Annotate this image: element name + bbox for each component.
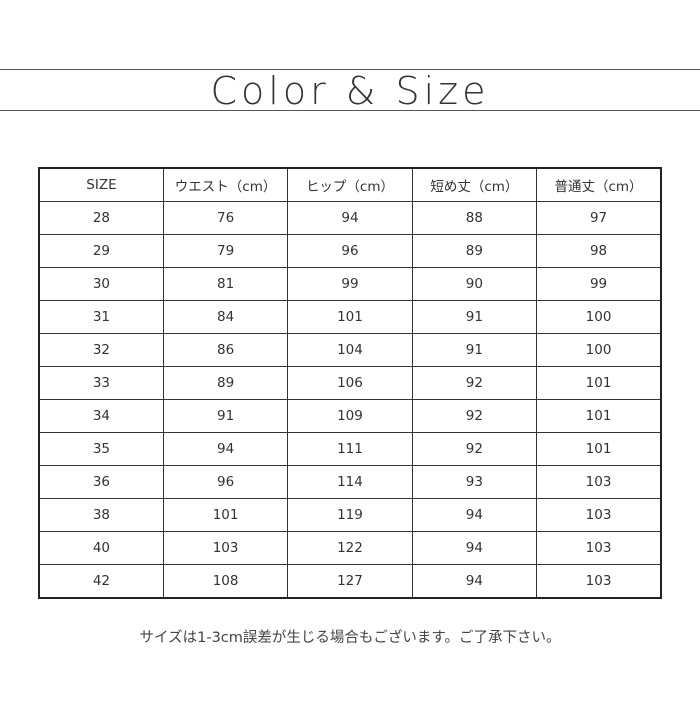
- table-cell: 94: [411, 564, 538, 599]
- table-cell: 106: [287, 366, 413, 400]
- column-header: ウエスト（cm）: [162, 167, 289, 202]
- table-cell: 101: [536, 399, 662, 433]
- table-cell: 104: [287, 333, 413, 367]
- column-header: SIZE: [38, 167, 164, 202]
- table-cell: 114: [287, 465, 413, 499]
- table-cell: 103: [536, 531, 662, 565]
- table-cell: 81: [162, 267, 289, 301]
- table-cell: 92: [411, 399, 538, 433]
- table-row: 29 79 96 89 98: [38, 234, 662, 268]
- table-row: 30 81 99 90 99: [38, 267, 662, 301]
- table-cell: 88: [411, 201, 538, 235]
- table-cell: 40: [38, 531, 164, 565]
- table-row: 36 96 114 93 103: [38, 465, 662, 499]
- bottom-divider: [0, 110, 700, 111]
- table-cell: 32: [38, 333, 164, 367]
- table-cell: 111: [287, 432, 413, 466]
- table-row: 42 108 127 94 103: [38, 564, 662, 599]
- table-row: 35 94 111 92 101: [38, 432, 662, 466]
- table-cell: 29: [38, 234, 164, 268]
- table-cell: 103: [536, 564, 662, 599]
- table-cell: 94: [411, 531, 538, 565]
- table-cell: 38: [38, 498, 164, 532]
- table-cell: 99: [287, 267, 413, 301]
- table-cell: 94: [411, 498, 538, 532]
- table-cell: 91: [411, 300, 538, 334]
- table-cell: 119: [287, 498, 413, 532]
- table-cell: 122: [287, 531, 413, 565]
- column-header: ヒップ（cm）: [287, 167, 413, 202]
- table-cell: 100: [536, 300, 662, 334]
- table-row: 34 91 109 92 101: [38, 399, 662, 433]
- table-cell: 34: [38, 399, 164, 433]
- table-cell: 97: [536, 201, 662, 235]
- page-title: Color & Size: [210, 69, 490, 113]
- table-cell: 89: [411, 234, 538, 268]
- column-header: 短め丈（cm）: [411, 167, 538, 202]
- table-cell: 101: [287, 300, 413, 334]
- table-cell: 99: [536, 267, 662, 301]
- table-cell: 42: [38, 564, 164, 599]
- table-cell: 33: [38, 366, 164, 400]
- table-cell: 127: [287, 564, 413, 599]
- table-cell: 103: [536, 465, 662, 499]
- table-cell: 101: [162, 498, 289, 532]
- table-row: 31 84 101 91 100: [38, 300, 662, 334]
- table-row: 40 103 122 94 103: [38, 531, 662, 565]
- table-cell: 101: [536, 366, 662, 400]
- table-cell: 103: [162, 531, 289, 565]
- table-cell: 94: [162, 432, 289, 466]
- table-cell: 92: [411, 432, 538, 466]
- table-row: 32 86 104 91 100: [38, 333, 662, 367]
- table-cell: 100: [536, 333, 662, 367]
- table-header-row: SIZE ウエスト（cm） ヒップ（cm） 短め丈（cm） 普通丈（cm）: [38, 167, 662, 202]
- table-cell: 109: [287, 399, 413, 433]
- table-cell: 86: [162, 333, 289, 367]
- table-cell: 91: [162, 399, 289, 433]
- table-cell: 108: [162, 564, 289, 599]
- table-cell: 96: [162, 465, 289, 499]
- table-cell: 101: [536, 432, 662, 466]
- table-row: 38 101 119 94 103: [38, 498, 662, 532]
- table-row: 28 76 94 88 97: [38, 201, 662, 235]
- table-cell: 96: [287, 234, 413, 268]
- column-header: 普通丈（cm）: [536, 167, 662, 202]
- table-cell: 93: [411, 465, 538, 499]
- top-divider: [0, 69, 700, 70]
- table-cell: 35: [38, 432, 164, 466]
- table-cell: 79: [162, 234, 289, 268]
- size-table: SIZE ウエスト（cm） ヒップ（cm） 短め丈（cm） 普通丈（cm） 28 76 94…: [38, 167, 662, 599]
- table-cell: 98: [536, 234, 662, 268]
- table-cell: 84: [162, 300, 289, 334]
- table-cell: 92: [411, 366, 538, 400]
- table-cell: 103: [536, 498, 662, 532]
- table-cell: 28: [38, 201, 164, 235]
- table-row: 33 89 106 92 101: [38, 366, 662, 400]
- table-cell: 94: [287, 201, 413, 235]
- table-cell: 36: [38, 465, 164, 499]
- table-cell: 30: [38, 267, 164, 301]
- table-cell: 76: [162, 201, 289, 235]
- table-cell: 90: [411, 267, 538, 301]
- table-cell: 89: [162, 366, 289, 400]
- size-note: サイズは1-3cm誤差が生じる場合もございます。ご了承下さい。: [139, 630, 561, 646]
- table-cell: 91: [411, 333, 538, 367]
- table-cell: 31: [38, 300, 164, 334]
